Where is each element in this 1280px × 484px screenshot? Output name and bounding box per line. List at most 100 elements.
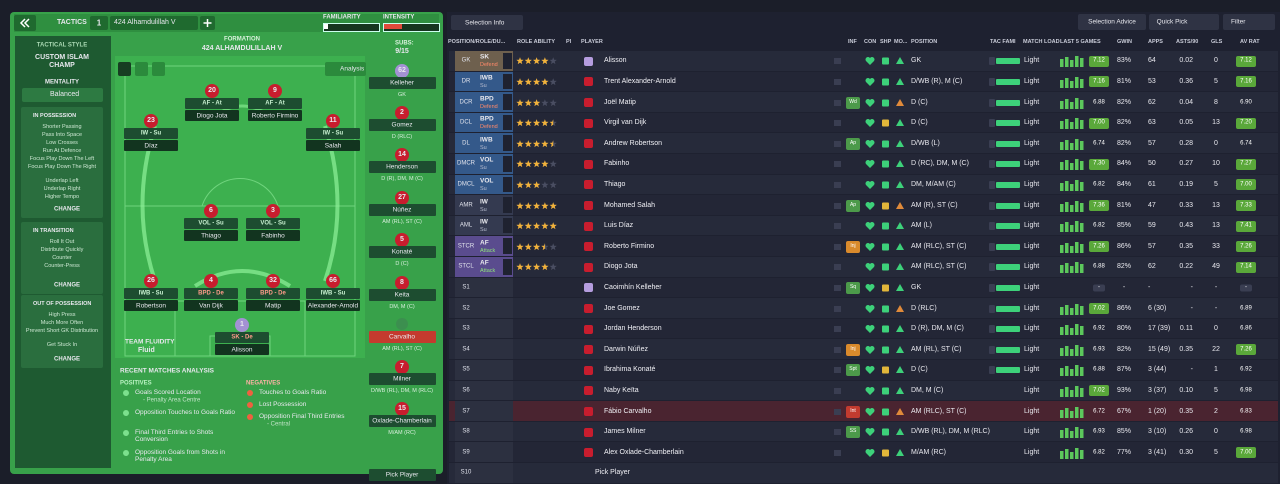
player-name[interactable]: Joël Matip xyxy=(604,98,636,106)
role-dropdown[interactable] xyxy=(503,156,512,172)
column-header[interactable]: POSITION/ROLE/DU... xyxy=(448,38,506,45)
player-name[interactable]: Ibrahima Konaté xyxy=(604,366,656,374)
role-box[interactable] xyxy=(215,332,269,343)
sub-name-box[interactable] xyxy=(369,415,436,427)
name-box[interactable] xyxy=(306,140,360,151)
player-name[interactable]: Mohamed Salah xyxy=(604,201,655,209)
role-dropdown[interactable] xyxy=(503,259,512,275)
tactic-name-box[interactable] xyxy=(110,16,198,30)
player-dropdown[interactable] xyxy=(834,78,841,85)
player-dropdown[interactable] xyxy=(834,387,841,394)
pitch-view-icon[interactable] xyxy=(152,62,165,76)
player-name[interactable]: Alisson xyxy=(604,57,627,65)
pitch-view-icon[interactable] xyxy=(135,62,148,76)
column-header[interactable]: LAST 5 GAMES xyxy=(1060,38,1101,45)
player-dropdown[interactable] xyxy=(834,161,841,168)
player-dropdown[interactable] xyxy=(834,140,841,147)
column-header[interactable]: MATCH LOAD xyxy=(1023,38,1060,45)
player-name[interactable]: Caoimhín Kelleher xyxy=(604,283,662,291)
player-dropdown[interactable] xyxy=(834,181,841,188)
name-box[interactable] xyxy=(184,300,238,311)
name-box[interactable] xyxy=(248,110,302,121)
sub-name-box[interactable] xyxy=(369,204,436,216)
player-dropdown[interactable] xyxy=(834,120,841,127)
player-dropdown[interactable] xyxy=(834,449,841,456)
role-box[interactable] xyxy=(185,98,239,109)
column-header[interactable]: APPS xyxy=(1148,38,1163,45)
player-name[interactable]: Fabinho xyxy=(604,160,630,168)
name-box[interactable] xyxy=(124,300,178,311)
column-header[interactable]: AV RAT xyxy=(1240,38,1260,45)
column-header[interactable]: MO... xyxy=(894,38,908,45)
column-header[interactable]: CON xyxy=(864,38,877,45)
player-dropdown[interactable] xyxy=(834,202,841,209)
filter-button[interactable] xyxy=(1223,14,1275,30)
role-dropdown[interactable] xyxy=(503,53,512,69)
player-name[interactable]: Darwin Núñez xyxy=(604,345,648,353)
player-name[interactable]: Diogo Jota xyxy=(604,263,638,271)
column-header[interactable]: PLAYER xyxy=(581,38,603,45)
role-dropdown[interactable] xyxy=(503,114,512,131)
role-box[interactable] xyxy=(246,218,300,229)
name-box[interactable] xyxy=(185,110,239,121)
player-name[interactable]: Pick Player xyxy=(595,469,631,477)
player-dropdown[interactable] xyxy=(834,326,841,333)
quick-pick-button[interactable] xyxy=(1149,14,1219,30)
filter[interactable]: Filter xyxy=(1231,18,1246,26)
player-name[interactable]: Luis Díaz xyxy=(604,222,634,230)
player-dropdown[interactable] xyxy=(834,264,841,271)
column-header[interactable]: GLS xyxy=(1211,38,1223,45)
role-box[interactable] xyxy=(306,288,360,299)
column-header[interactable]: GWIN xyxy=(1117,38,1132,45)
column-header[interactable]: ROLE ABILITY xyxy=(517,38,555,45)
column-header[interactable]: INF xyxy=(848,38,857,45)
role-box[interactable] xyxy=(246,288,300,299)
player-name[interactable]: Virgil van Dijk xyxy=(604,119,647,127)
role-dropdown[interactable] xyxy=(503,238,512,254)
player-dropdown[interactable] xyxy=(834,284,841,291)
player-name[interactable]: Jordan Henderson xyxy=(604,325,662,333)
role-dropdown[interactable] xyxy=(503,176,512,193)
player-dropdown[interactable] xyxy=(834,367,841,374)
player-dropdown[interactable] xyxy=(834,305,841,312)
sub-name-box[interactable] xyxy=(369,246,436,258)
role-box[interactable] xyxy=(248,98,302,109)
column-header[interactable]: TAC FAMI xyxy=(990,38,1016,45)
change-button[interactable]: CHANGE xyxy=(53,282,81,289)
name-box[interactable] xyxy=(124,140,178,151)
player-name[interactable]: Andrew Robertson xyxy=(604,139,662,147)
role-box[interactable] xyxy=(306,128,360,139)
column-header[interactable]: ASTS/90 xyxy=(1176,38,1199,45)
player-dropdown[interactable] xyxy=(834,99,841,106)
quick-pick[interactable]: Quick Pick xyxy=(1156,18,1188,26)
role-box[interactable] xyxy=(184,218,238,229)
role-dropdown[interactable] xyxy=(503,94,512,110)
column-header[interactable]: PI xyxy=(566,38,572,45)
selection-advice[interactable]: Selection Advice xyxy=(1088,18,1136,26)
sub-name-box[interactable] xyxy=(369,469,436,481)
player-dropdown[interactable] xyxy=(834,243,841,250)
name-box[interactable] xyxy=(246,300,300,311)
player-name[interactable]: Alex Oxlade-Chamberlain xyxy=(604,448,684,456)
player-dropdown[interactable] xyxy=(834,408,841,415)
sub-name-box[interactable] xyxy=(369,289,436,301)
selection-info-button[interactable] xyxy=(451,15,523,30)
role-box[interactable] xyxy=(124,128,178,139)
name-box[interactable] xyxy=(184,230,238,241)
player-name[interactable]: James Milner xyxy=(604,428,646,436)
player-name[interactable]: Fábio Carvalho xyxy=(604,407,652,415)
player-name[interactable]: Thiago xyxy=(604,180,626,188)
player-name[interactable]: Naby Keïta xyxy=(604,386,639,394)
sub-name-box[interactable] xyxy=(369,161,436,173)
player-name[interactable]: Trent Alexander-Arnold xyxy=(604,77,676,85)
role-dropdown[interactable] xyxy=(503,135,512,151)
player-name[interactable]: Roberto Firmino xyxy=(604,242,655,250)
role-dropdown[interactable] xyxy=(503,197,512,213)
name-box[interactable] xyxy=(246,230,300,241)
name-box[interactable] xyxy=(215,344,269,355)
column-header[interactable]: POSITION xyxy=(911,38,938,45)
mentality-dropdown[interactable] xyxy=(22,88,103,102)
add-tactic-button[interactable] xyxy=(200,16,215,30)
name-box[interactable] xyxy=(306,300,360,311)
player-dropdown[interactable] xyxy=(834,429,841,436)
